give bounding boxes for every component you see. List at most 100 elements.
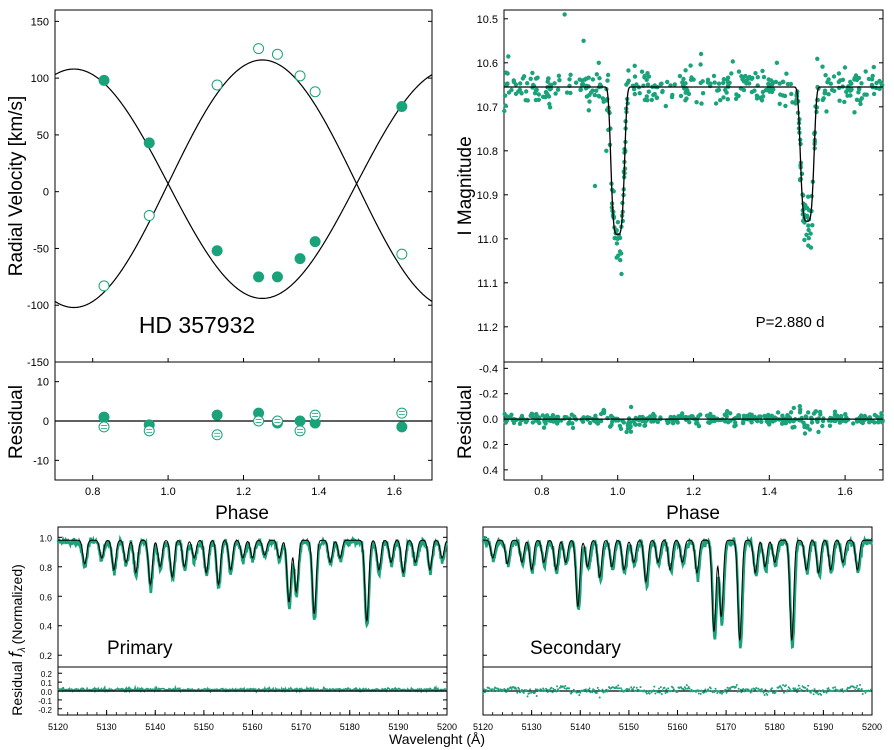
sp2-resid-point	[557, 689, 560, 692]
sp2-resid-point	[812, 693, 815, 696]
lc-point	[581, 38, 586, 43]
sp2-resid-point	[796, 691, 798, 694]
sp2-resid-point	[759, 690, 762, 693]
lc-point	[543, 90, 549, 95]
lc-resid-point	[698, 412, 703, 417]
lc-point	[543, 95, 548, 100]
lc-point	[691, 77, 696, 82]
lc-point	[567, 77, 572, 82]
lc-point	[524, 89, 529, 94]
lc-point	[741, 79, 747, 84]
lc-point	[840, 77, 846, 83]
sp2-resid-point	[820, 693, 823, 696]
lc-point	[821, 96, 826, 101]
lc-point	[806, 223, 811, 228]
lc-point	[555, 87, 561, 92]
sp2-resid-point	[548, 689, 551, 691]
sp2-resid-xtick-label: 5120	[473, 722, 493, 732]
lc-resid-point	[601, 410, 607, 416]
sp2-resid-point	[646, 690, 649, 693]
lc-resid-point	[807, 427, 812, 432]
rv-resid-ytick-label: 10	[37, 377, 49, 389]
lc-point	[608, 126, 613, 131]
lc-point	[852, 110, 857, 115]
sp2-resid-point	[769, 690, 772, 693]
sp2-resid-point	[764, 688, 767, 691]
lc-point	[614, 241, 620, 246]
sp2-resid-point	[535, 695, 538, 697]
sp2-resid-point	[495, 689, 498, 692]
lc-point	[547, 105, 553, 110]
sp2-resid-point	[734, 685, 737, 688]
lc-resid-ytick-label: 0.2	[483, 439, 498, 451]
lightcurve-panel: 10.5 10.6 10.7 10.8 10.9 11.0 11.1 11.2	[477, 9, 885, 363]
lc-resid-point	[514, 417, 519, 422]
sp2-resid-point	[538, 689, 541, 692]
sp2-resid-point	[703, 691, 706, 694]
lc-point	[749, 76, 754, 82]
lc-point	[784, 71, 789, 76]
rv-resid-ylabel: Residual	[6, 385, 27, 459]
lc-point	[553, 91, 558, 96]
sp2-resid-point	[505, 691, 508, 693]
lc-resid-point	[569, 412, 574, 417]
lc-point	[724, 90, 729, 95]
lc-resid-point	[537, 420, 542, 426]
lc-point	[866, 76, 872, 82]
rv-resid-xtick-label: 1.4	[311, 486, 326, 498]
lc-point	[557, 78, 562, 83]
lc-point	[530, 70, 535, 76]
sp1-resid-xtick-label: 5160	[242, 722, 262, 732]
sp2-resid-point	[738, 690, 741, 693]
lc-point	[777, 81, 782, 86]
lc-point	[869, 77, 875, 82]
lc-resid-ytick-label: -0.4	[479, 363, 498, 375]
lc-point	[592, 92, 597, 98]
lc-point	[632, 63, 637, 68]
sp2-resid-point	[648, 692, 651, 695]
sp2-resid-point	[714, 687, 717, 690]
sp2-resid-point	[620, 689, 623, 692]
lc-point	[578, 87, 583, 92]
lc-point	[536, 92, 541, 97]
lc-ytick-label: 10.8	[477, 146, 498, 158]
lc-point	[880, 83, 885, 88]
sp2-resid-point	[804, 686, 807, 689]
sp2-resid-point	[755, 687, 758, 689]
sp2-resid-point	[629, 690, 632, 693]
lc-point	[546, 76, 551, 81]
spec-xlabel: Wavelenght (Å)	[389, 731, 485, 747]
lc-resid-point	[759, 419, 764, 424]
sp2-resid-point	[556, 685, 559, 688]
lc-resid-ytick-label: 0.0	[483, 414, 498, 426]
lc-point	[698, 62, 703, 67]
sp2-resid-point	[482, 688, 485, 691]
lc-resid-point	[851, 421, 856, 426]
lc-point	[619, 271, 624, 277]
sp2-resid-point	[746, 689, 748, 692]
sp2-resid-point	[495, 687, 497, 690]
sp1-resid-xtick-label: 5190	[388, 722, 408, 732]
lc-point	[842, 65, 848, 70]
lc-point	[502, 93, 508, 98]
sp2-resid-point	[824, 690, 827, 693]
lc-point	[712, 80, 717, 85]
lc-resid-point	[805, 423, 810, 429]
rv-resid-xtick-label: 0.8	[85, 486, 100, 498]
lc-point	[721, 95, 726, 100]
sp2-resid-point	[697, 692, 700, 695]
sp2-resid-point	[502, 689, 505, 692]
sp2-resid-point	[607, 689, 609, 692]
sp1-ytick-label: 0.2	[39, 651, 52, 661]
secondary-annotation: Secondary	[530, 638, 621, 659]
lc-resid-point	[732, 424, 737, 429]
lc-point	[592, 183, 598, 189]
sp2-resid-point	[864, 691, 867, 694]
lc-point	[677, 73, 683, 79]
lc-point	[503, 103, 508, 108]
lc-point	[856, 75, 862, 81]
sp2-resid-point	[685, 684, 688, 687]
lc-resid-point	[820, 423, 825, 429]
lc-point	[511, 79, 517, 85]
lc-point	[780, 79, 786, 85]
